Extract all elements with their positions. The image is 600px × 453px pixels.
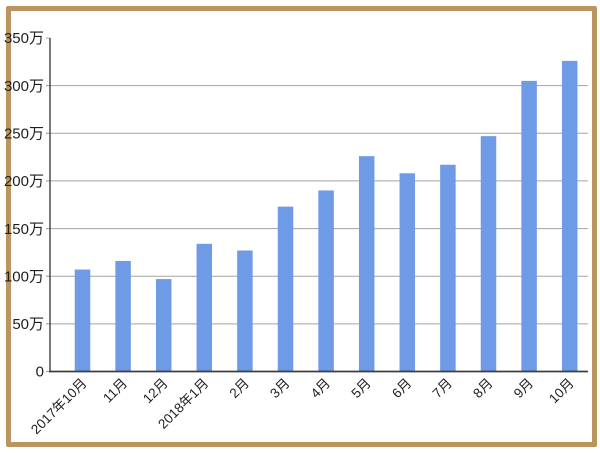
bar-12 — [521, 80, 537, 372]
bar-7 — [318, 190, 334, 372]
x-tick-label: 7月 — [430, 376, 455, 401]
x-tick-label: 6月 — [389, 376, 414, 401]
x-tick-label: 2月 — [227, 376, 252, 401]
bar-1 — [74, 269, 91, 372]
x-tick-label: 2017年10月 — [28, 376, 90, 438]
y-tick-label: 50万 — [12, 316, 44, 333]
decorative-frame — [6, 6, 597, 447]
bar-9 — [399, 173, 416, 372]
bar-13 — [561, 60, 578, 372]
x-tick-label: 12月 — [140, 376, 171, 407]
x-tick-label: 5月 — [348, 376, 373, 401]
bar-6 — [277, 206, 294, 372]
y-tick-label: 200万 — [4, 173, 44, 190]
bar-4 — [196, 243, 213, 372]
y-tick-label: 250万 — [4, 125, 44, 142]
bar-11 — [480, 136, 497, 372]
bar-2 — [115, 260, 131, 372]
bar-3 — [155, 279, 172, 372]
bar-10 — [440, 164, 456, 372]
x-tick-label: 9月 — [511, 376, 536, 401]
y-tick-label: 150万 — [4, 221, 44, 238]
y-tick-label: 0 — [36, 364, 44, 381]
y-tick-label: 350万 — [4, 30, 44, 47]
bar-5 — [237, 250, 253, 372]
x-tick-label: 10月 — [546, 376, 577, 407]
x-tick-label: 3月 — [267, 376, 292, 401]
y-tick-label: 100万 — [4, 268, 44, 285]
y-tick-label: 300万 — [4, 78, 44, 95]
bar-8 — [358, 156, 375, 372]
x-tick-label: 11月 — [100, 376, 130, 406]
x-tick-label: 8月 — [470, 376, 495, 401]
x-tick-label: 4月 — [308, 376, 333, 401]
